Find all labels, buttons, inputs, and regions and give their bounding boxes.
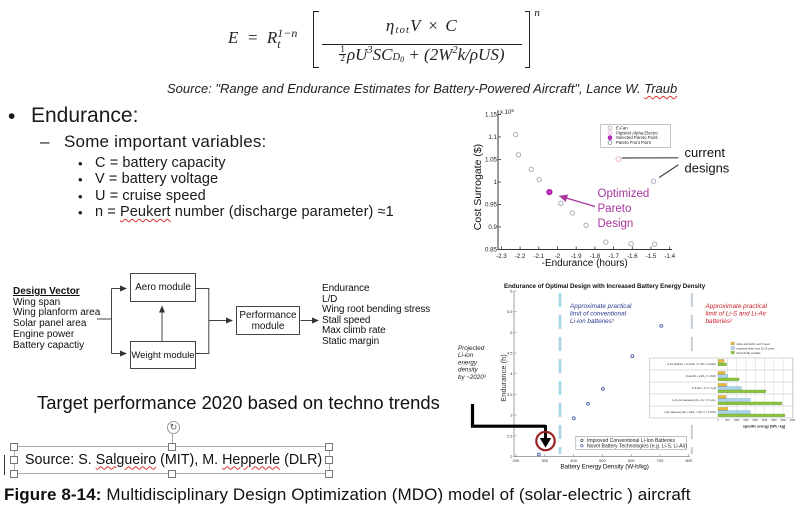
svg-text:Li-Ion (1/2C)C• + Li•+C•O• <=>: Li-Ion (1/2C)C• + Li•+C•O• <=> 3C• + LiC… (667, 363, 716, 366)
svg-text:4000: 4000 (790, 419, 796, 422)
svg-text:4: 4 (510, 371, 513, 376)
svg-text:expected within next 10-20 yea: expected within next 10-20 years (737, 347, 776, 351)
svg-text:0.9: 0.9 (488, 224, 497, 231)
svg-text:6: 6 (510, 289, 513, 294)
svg-text:-1.6: -1.6 (627, 253, 638, 260)
svg-text:density: density (458, 367, 479, 374)
svg-text:500: 500 (725, 419, 730, 422)
svg-text:Improved Conventional Li-Ion B: Improved Conventional Li-Ion Batteries (587, 438, 676, 444)
svg-text:specific energy [Wh / kg]: specific energy [Wh / kg] (743, 425, 785, 429)
svg-text:energy: energy (458, 359, 478, 366)
svg-text:Pareto Front Point: Pareto Front Point (616, 140, 652, 145)
svg-text:Approximate practical: Approximate practical (705, 303, 768, 310)
svg-text:5: 5 (510, 330, 513, 335)
svg-text:today and within next 5 years: today and within next 5 years (737, 342, 771, 346)
svg-text:1.1: 1.1 (488, 134, 497, 141)
svg-text:3.5: 3.5 (507, 392, 513, 397)
svg-text:-1.8: -1.8 (590, 253, 601, 260)
svg-text:Pareto: Pareto (598, 203, 632, 215)
svg-text:-1.9: -1.9 (571, 253, 582, 260)
svg-text:0.85: 0.85 (485, 247, 498, 254)
svg-text:limit of conventional: limit of conventional (570, 311, 627, 318)
svg-text:E-Fan: E-Fan (616, 125, 628, 130)
svg-text:Optimized: Optimized (598, 188, 650, 200)
svg-text:designs: designs (685, 161, 730, 176)
svg-text:-1.4: -1.4 (664, 253, 675, 260)
svg-text:Li-O₂ (aqueous) (2Li + 1/2O₂ +: Li-O₂ (aqueous) (2Li + 1/2O₂ + H₂O <=> 2… (665, 411, 717, 414)
svg-text:Li-S (2Li + S <=> Li₂S): Li-S (2Li + S <=> Li₂S) (692, 387, 716, 390)
svg-text:5.5: 5.5 (507, 309, 513, 314)
svg-text:Li-ion batteries¹: Li-ion batteries¹ (570, 318, 614, 325)
svg-text:2000: 2000 (753, 419, 759, 422)
svg-text:0: 0 (717, 419, 719, 422)
svg-text:-Endurance (hours): -Endurance (hours) (542, 258, 628, 269)
svg-text:by ~2020³: by ~2020³ (458, 374, 487, 381)
svg-text:-1.5: -1.5 (646, 253, 657, 260)
svg-text:3000: 3000 (771, 419, 777, 422)
svg-text:Endurance of Optimal Design wi: Endurance of Optimal Design with Increas… (504, 283, 706, 290)
svg-text:Design: Design (598, 218, 634, 230)
svg-text:Li-ion: Li-ion (458, 352, 474, 359)
svg-text:4.5: 4.5 (507, 351, 513, 356)
svg-text:-2.3: -2.3 (496, 253, 507, 260)
svg-text:Approximate practical: Approximate practical (569, 303, 632, 310)
svg-text:1000: 1000 (734, 419, 740, 422)
svg-text:400: 400 (570, 458, 577, 463)
svg-text:0.95: 0.95 (485, 202, 498, 209)
svg-text:1.05: 1.05 (485, 157, 498, 164)
svg-text:limit of Li-S and Li-Air: limit of Li-S and Li-Air (706, 311, 768, 318)
svg-text:-2.1: -2.1 (533, 253, 544, 260)
svg-text:500: 500 (599, 458, 606, 463)
svg-text:200: 200 (513, 458, 520, 463)
svg-text:batteries²: batteries² (706, 318, 734, 325)
svg-text:x 105: x 105 (500, 108, 514, 116)
svg-text:Battery Energy Density (W-h/kg: Battery Energy Density (W-h/kg) (560, 464, 648, 471)
svg-text:3: 3 (510, 413, 513, 418)
svg-text:3500: 3500 (780, 419, 786, 422)
svg-text:Selected Pareto Point: Selected Pareto Point (616, 135, 658, 140)
svg-text:Li-O₂ (non aqueous) (2Li + O₂: Li-O₂ (non aqueous) (2Li + O₂ <=> Li₂O₂) (672, 399, 716, 402)
svg-text:1: 1 (494, 179, 498, 186)
svg-text:-2.2: -2.2 (515, 253, 526, 260)
svg-text:current: current (685, 145, 726, 160)
svg-text:2: 2 (510, 454, 513, 459)
svg-text:600: 600 (628, 458, 635, 463)
svg-text:700: 700 (657, 458, 664, 463)
svg-text:Endurance (h): Endurance (h) (499, 354, 508, 402)
svg-text:Zn-air (Zn + 1/2O₂ <=> ZnO): Zn-air (Zn + 1/2O₂ <=> ZnO) (686, 375, 716, 378)
svg-text:Pipistrel Alpha Electro: Pipistrel Alpha Electro (616, 130, 658, 135)
svg-text:Projected: Projected (458, 345, 485, 352)
svg-text:1.15: 1.15 (485, 112, 498, 119)
svg-text:Novel Battery Technologies (e.: Novel Battery Technologies (e.g. Li-S, L… (587, 443, 687, 449)
svg-text:-1.7: -1.7 (608, 253, 619, 260)
svg-text:-2: -2 (555, 253, 561, 260)
svg-text:800: 800 (685, 458, 692, 463)
svg-text:2500: 2500 (762, 419, 768, 422)
svg-text:1500: 1500 (743, 419, 749, 422)
svg-text:Cost Surrogate ($): Cost Surrogate ($) (472, 144, 484, 230)
svg-text:theoretically possible: theoretically possible (737, 351, 762, 355)
svg-text:300: 300 (541, 458, 548, 463)
svg-text:2.5: 2.5 (507, 433, 513, 438)
